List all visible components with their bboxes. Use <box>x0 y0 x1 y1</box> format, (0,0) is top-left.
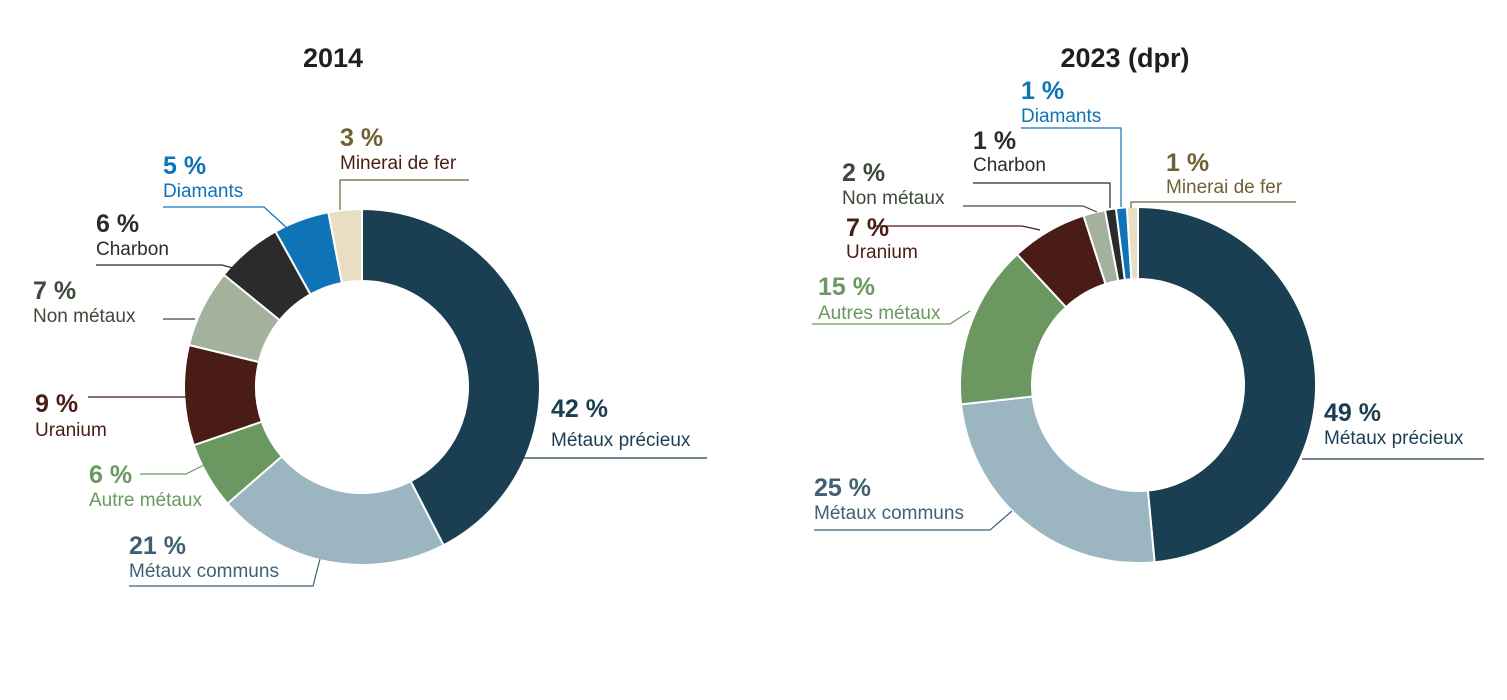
slice-name: Minerai de fer <box>340 153 457 174</box>
slice-name: Uranium <box>35 420 107 441</box>
slice-name: Autres métaux <box>818 303 941 324</box>
slice-name: Métaux communs <box>129 561 279 582</box>
slice-name: Non métaux <box>33 306 136 327</box>
slice-metaux-precieux <box>1137 205 1318 564</box>
slice-label-autres-metaux: 15 %Autres métaux <box>812 273 971 325</box>
leader-line <box>96 264 234 269</box>
slice-name: Métaux communs <box>814 503 964 524</box>
slice-label-diamants: 5 %Diamants <box>163 152 288 229</box>
slice-name: Charbon <box>96 239 169 260</box>
slice-label-minerai-de-fer: 3 %Minerai de fer <box>339 124 469 210</box>
slice-label-charbon: 6 %Charbon <box>96 210 234 269</box>
leader-line <box>1021 127 1122 207</box>
chart-title: 2014 <box>303 43 363 73</box>
chart-title: 2023 (dpr) <box>1060 43 1189 73</box>
slice-label-diamants: 1 %Diamants <box>1021 77 1122 207</box>
slice-name: Charbon <box>973 155 1046 176</box>
slice-metaux-communs <box>959 395 1156 564</box>
leader-line <box>963 205 1098 213</box>
slice-label-metaux-communs: 25 %Métaux communs <box>814 474 1013 531</box>
slice-percentage: 49 % <box>1324 399 1381 427</box>
slice-percentage: 6 % <box>89 461 132 489</box>
slice-percentage: 2 % <box>842 159 885 187</box>
slice-percentage: 9 % <box>35 390 78 418</box>
slice-metaux-precieux <box>361 207 541 547</box>
leader-line <box>129 558 321 587</box>
leader-line <box>814 510 1013 531</box>
leader-line <box>339 179 469 210</box>
slice-name: Métaux précieux <box>1324 428 1464 449</box>
slice-label-uranium: 7 %Uranium <box>846 214 1041 263</box>
slice-name: Autre métaux <box>89 490 202 511</box>
slice-minerai-de-fer <box>327 207 363 285</box>
slice-label-metaux-precieux: 49 %Métaux précieux <box>1302 399 1484 460</box>
slice-percentage: 15 % <box>818 273 875 301</box>
leader-line <box>140 461 211 475</box>
slice-percentage: 6 % <box>96 210 139 238</box>
slice-label-metaux-communs: 21 %Métaux communs <box>129 532 321 587</box>
slice-label-minerai-de-fer: 1 %Minerai de fer <box>1130 149 1296 208</box>
slice-percentage: 1 % <box>1166 149 1209 177</box>
leader-line <box>1130 201 1296 208</box>
slice-name: Diamants <box>1021 106 1101 127</box>
slice-percentage: 21 % <box>129 532 186 560</box>
slice-percentage: 3 % <box>340 124 383 152</box>
leader-line <box>873 225 1041 231</box>
slice-label-metaux-precieux: 42 % Métaux précieux <box>520 395 707 459</box>
slice-name: Diamants <box>163 181 243 202</box>
leader-line <box>973 182 1111 208</box>
slice-percentage: 25 % <box>814 474 871 502</box>
slice-name: Non métaux <box>842 188 945 209</box>
slice-label-non-metaux: 2 %Non métaux <box>842 159 1098 213</box>
slice-label-autre-metaux: 6 %Autre métaux <box>89 461 211 511</box>
slice-label-uranium: 9 %Uranium <box>35 390 186 441</box>
slice-percentage: 5 % <box>163 152 206 180</box>
slice-label-charbon: 1 %Charbon <box>973 127 1111 208</box>
slice-label-non-metaux: 7 %Non métaux <box>33 277 195 327</box>
leader-line <box>163 206 288 229</box>
slice-metaux-communs <box>226 455 445 566</box>
slice-name: Minerai de fer <box>1166 177 1283 198</box>
slice-percentage: 1 % <box>1021 77 1064 105</box>
slice-percentage: 1 % <box>973 127 1016 155</box>
slice-percentage: 7 % <box>33 277 76 305</box>
slice-name: Uranium <box>846 242 918 263</box>
leader-line <box>812 310 971 325</box>
slice-percentage: 42 % <box>551 395 608 423</box>
slice-percentage: 7 % <box>846 214 889 242</box>
donut-chart-1: 2014 42 % Métaux précieux 21 %Métaux commun… <box>33 43 707 587</box>
slice-name: Métaux précieux <box>551 430 691 451</box>
